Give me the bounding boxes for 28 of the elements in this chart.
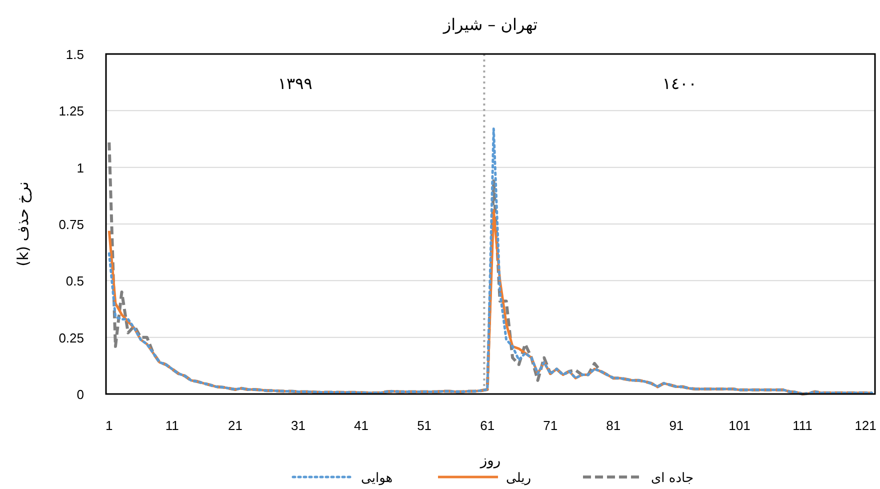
- legend-label: جاده ای: [651, 471, 694, 486]
- y-tick-label: 1: [76, 160, 84, 176]
- x-tick-label: 51: [417, 418, 432, 433]
- x-tick-label: 41: [354, 418, 369, 433]
- x-tick-label: 91: [669, 418, 684, 433]
- x-tick-label: 71: [543, 418, 558, 433]
- chart-title: تهران – شیراز: [442, 15, 538, 34]
- legend-label: هوایی: [361, 471, 393, 486]
- y-tick-label: 0.75: [58, 217, 84, 232]
- legend-label: ریلی: [506, 471, 532, 486]
- y-tick-label: 1.5: [66, 47, 84, 62]
- annotation: ١٣٩٩: [278, 74, 312, 93]
- x-tick-label: 1: [106, 418, 113, 433]
- x-tick-label: 31: [291, 418, 306, 433]
- x-tick-label: 61: [480, 418, 495, 433]
- y-axis-title: نرخ حذف (k): [14, 182, 32, 266]
- x-axis-title: روز: [479, 453, 501, 469]
- y-tick-label: 1.25: [58, 104, 84, 119]
- y-tick-label: 0: [76, 387, 84, 402]
- annotation: ١٤٠٠: [662, 74, 697, 93]
- x-tick-label: 11: [165, 418, 179, 433]
- x-tick-label: 21: [228, 418, 242, 433]
- x-tick-label: 121: [854, 418, 876, 433]
- x-tick-label: 111: [792, 418, 812, 433]
- x-tick-label: 81: [606, 418, 621, 433]
- y-tick-label: 0.25: [58, 330, 84, 346]
- x-tick-label: 101: [728, 418, 750, 433]
- y-tick-label: 0.5: [66, 274, 84, 289]
